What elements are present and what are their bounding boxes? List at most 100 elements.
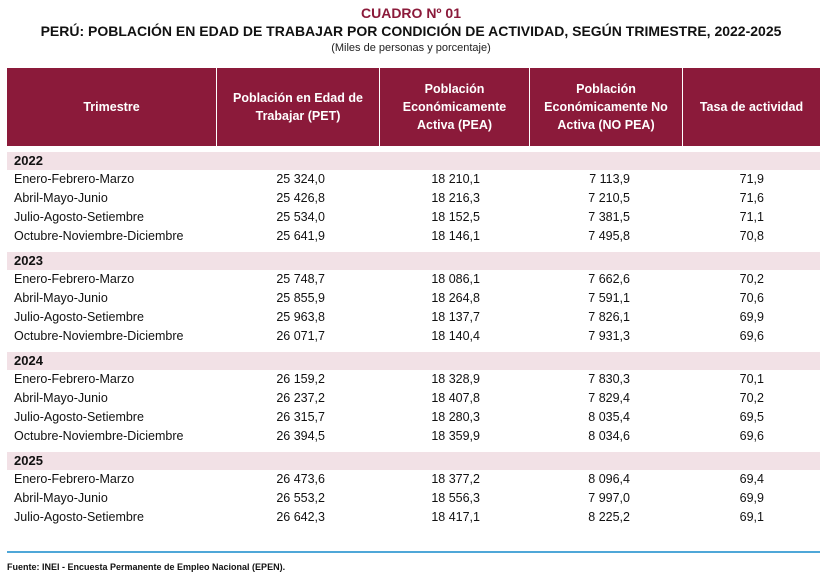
header-pea: Población Económicamente Activa (PEA) bbox=[380, 68, 530, 146]
table-row: Enero-Febrero-Marzo 26 159,2 18 328,9 7 830… bbox=[7, 370, 820, 389]
table-row: Octubre-Noviembre-Diciembre 26 071,7 18 14… bbox=[7, 327, 820, 346]
page-title: PERÚ: POBLACIÓN EN EDAD DE TRABAJAR POR … bbox=[40, 23, 782, 39]
table-row: Octubre-Noviembre-Diciembre 25 641,9 18 14… bbox=[7, 227, 820, 246]
cell-pea: 18 146,1 bbox=[431, 229, 480, 243]
cell-tasa: 71,9 bbox=[739, 172, 764, 186]
cell-tasa: 70,6 bbox=[739, 291, 764, 305]
cell-pea: 18 140,4 bbox=[431, 329, 480, 343]
cell-tasa: 69,6 bbox=[739, 429, 764, 443]
cell-pea: 18 417,1 bbox=[431, 510, 480, 524]
cell-nopea: 8 035,4 bbox=[588, 410, 630, 424]
header-nopea: Población Económicamente No Activa (NO P… bbox=[530, 68, 683, 146]
cell-pea: 18 556,3 bbox=[431, 491, 480, 505]
row-label: Octubre-Noviembre-Diciembre bbox=[14, 229, 184, 243]
header-trimestre: Trimestre bbox=[7, 68, 217, 146]
cell-nopea: 7 210,5 bbox=[588, 191, 630, 205]
header-tasa: Tasa de actividad bbox=[699, 100, 804, 114]
cell-pet: 26 394,5 bbox=[276, 429, 325, 443]
cell-nopea: 8 225,2 bbox=[588, 510, 630, 524]
cell-pet: 25 855,9 bbox=[276, 291, 325, 305]
row-label: Octubre-Noviembre-Diciembre bbox=[14, 429, 184, 443]
row-label: Enero-Febrero-Marzo bbox=[14, 472, 135, 486]
cell-nopea: 7 381,5 bbox=[588, 210, 630, 224]
table-row: Julio-Agosto-Setiembre 25 534,0 18 152,5 7 … bbox=[7, 208, 820, 227]
cell-pea: 18 086,1 bbox=[431, 272, 480, 286]
table-row: Julio-Agosto-Setiembre 26 315,7 18 280,3 8 … bbox=[7, 408, 820, 427]
cell-tasa: 70,8 bbox=[739, 229, 764, 243]
cell-pet: 26 553,2 bbox=[276, 491, 325, 505]
table-row: Abril-Mayo-Junio 26 237,2 18 407,8 7 829,4 7… bbox=[7, 389, 820, 408]
table-row: Abril-Mayo-Junio 25 855,9 18 264,8 7 591,1 7… bbox=[7, 289, 820, 308]
cell-nopea: 7 826,1 bbox=[588, 310, 630, 324]
cell-tasa: 69,6 bbox=[739, 329, 764, 343]
cell-pet: 26 159,2 bbox=[276, 372, 325, 386]
table-header: Trimestre Población en Edad de Trabajar … bbox=[7, 68, 820, 146]
cell-pet: 26 642,3 bbox=[276, 510, 325, 524]
row-label: Julio-Agosto-Setiembre bbox=[14, 310, 144, 324]
cell-tasa: 71,6 bbox=[739, 191, 764, 205]
row-label: Abril-Mayo-Junio bbox=[14, 491, 108, 505]
cell-nopea: 7 591,1 bbox=[588, 291, 630, 305]
cell-pet: 26 071,7 bbox=[276, 329, 325, 343]
cell-pet: 26 237,2 bbox=[276, 391, 325, 405]
table-row: Enero-Febrero-Marzo 26 473,6 18 377,2 8 096… bbox=[7, 470, 820, 489]
footer-divider bbox=[7, 551, 820, 553]
cell-pea: 18 216,3 bbox=[431, 191, 480, 205]
cell-pea: 18 377,2 bbox=[431, 472, 480, 486]
year-header-2022: 2022 bbox=[7, 152, 820, 170]
cell-pea: 18 280,3 bbox=[431, 410, 480, 424]
header-pet: Población en Edad de Trabajar (PET) bbox=[217, 68, 380, 146]
cell-pet: 26 315,7 bbox=[276, 410, 325, 424]
cell-nopea: 8 034,6 bbox=[588, 429, 630, 443]
table-body: 2022 Enero-Febrero-Marzo 25 324,0 18 210,1… bbox=[7, 146, 820, 527]
cell-tasa: 69,1 bbox=[739, 510, 764, 524]
cell-tasa: 69,9 bbox=[739, 491, 764, 505]
row-label: Abril-Mayo-Junio bbox=[14, 391, 108, 405]
table-row: Abril-Mayo-Junio 25 426,8 18 216,3 7 210,5 7… bbox=[7, 189, 820, 208]
table-row: Julio-Agosto-Setiembre 25 963,8 18 137,7 7 … bbox=[7, 308, 820, 327]
cell-pea: 18 152,5 bbox=[431, 210, 480, 224]
source-note: Fuente: INEI - Encuesta Permanente de Em… bbox=[7, 562, 286, 572]
subtitle: (Miles de personas y porcentaje) bbox=[331, 42, 491, 54]
cell-tasa: 70,1 bbox=[739, 372, 764, 386]
cell-nopea: 7 495,8 bbox=[588, 229, 630, 243]
table-row: Enero-Febrero-Marzo 25 324,0 18 210,1 7 113… bbox=[7, 170, 820, 189]
cell-tasa: 71,1 bbox=[739, 210, 764, 224]
row-label: Abril-Mayo-Junio bbox=[14, 291, 108, 305]
cell-pea: 18 407,8 bbox=[431, 391, 480, 405]
cell-pet: 25 426,8 bbox=[276, 191, 325, 205]
cell-pea: 18 210,1 bbox=[431, 172, 480, 186]
cell-nopea: 7 662,6 bbox=[588, 272, 630, 286]
cell-nopea: 7 829,4 bbox=[588, 391, 630, 405]
cell-nopea: 7 931,3 bbox=[588, 329, 630, 343]
cell-tasa: 69,5 bbox=[739, 410, 764, 424]
cell-tasa: 70,2 bbox=[739, 272, 764, 286]
cell-pet: 25 641,9 bbox=[276, 229, 325, 243]
cell-pet: 25 748,7 bbox=[276, 272, 325, 286]
cell-pet: 25 534,0 bbox=[276, 210, 325, 224]
row-label: Enero-Febrero-Marzo bbox=[14, 272, 135, 286]
cell-pea: 18 359,9 bbox=[431, 429, 480, 443]
cell-tasa: 70,2 bbox=[739, 391, 764, 405]
year-header-2024: 2024 bbox=[7, 352, 820, 370]
cell-pea: 18 137,7 bbox=[431, 310, 480, 324]
cell-tasa: 69,4 bbox=[739, 472, 764, 486]
cell-pet: 25 963,8 bbox=[276, 310, 325, 324]
cell-pet: 25 324,0 bbox=[276, 172, 325, 186]
table-row: Octubre-Noviembre-Diciembre 26 394,5 18 35… bbox=[7, 427, 820, 446]
table-row: Abril-Mayo-Junio 26 553,2 18 556,3 7 997,0 6… bbox=[7, 489, 820, 508]
year-header-2025: 2025 bbox=[7, 452, 820, 470]
year-header-2023: 2023 bbox=[7, 252, 820, 270]
cell-nopea: 8 096,4 bbox=[588, 472, 630, 486]
row-label: Julio-Agosto-Setiembre bbox=[14, 510, 144, 524]
table-row: Enero-Febrero-Marzo 25 748,7 18 086,1 7 662… bbox=[7, 270, 820, 289]
row-label: Julio-Agosto-Setiembre bbox=[14, 410, 144, 424]
cell-pet: 26 473,6 bbox=[276, 472, 325, 486]
cell-tasa: 69,9 bbox=[739, 310, 764, 324]
row-label: Octubre-Noviembre-Diciembre bbox=[14, 329, 184, 343]
cell-nopea: 7 997,0 bbox=[588, 491, 630, 505]
row-label: Julio-Agosto-Setiembre bbox=[14, 210, 144, 224]
row-label: Enero-Febrero-Marzo bbox=[14, 172, 135, 186]
cell-nopea: 7 113,9 bbox=[589, 172, 630, 186]
table-number: CUADRO Nº 01 bbox=[360, 5, 462, 21]
